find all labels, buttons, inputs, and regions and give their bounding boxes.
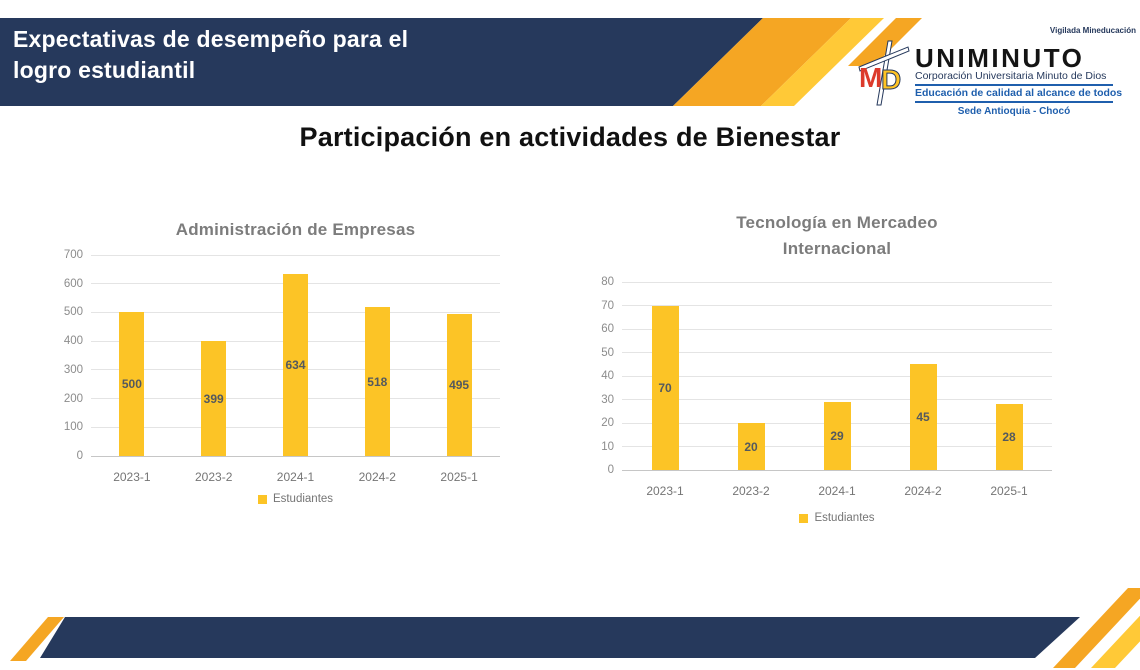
- header-banner-decoration: [0, 18, 922, 106]
- y-tick-label: 40: [601, 370, 614, 382]
- y-tick-label: 70: [601, 299, 614, 312]
- x-tick-label: 2023-1: [646, 484, 684, 498]
- bar-value-label: 500: [121, 377, 142, 392]
- footer-navy-band: [40, 617, 1080, 658]
- x-tick-label: 2024-1: [276, 470, 315, 484]
- bar-value-label: 399: [203, 391, 224, 406]
- bar: [823, 401, 851, 470]
- legend-label: Estudiantes: [272, 493, 334, 505]
- bar-value-label: 495: [449, 377, 470, 392]
- gridline: [622, 399, 1052, 400]
- logo-monogram-m: M: [859, 62, 882, 93]
- bar-value-label: 20: [744, 439, 758, 454]
- logo-monogram-d: D: [881, 64, 901, 95]
- legend-swatch: [799, 513, 809, 523]
- x-tick-label: 2025-1: [990, 484, 1028, 498]
- y-tick-label: 60: [601, 323, 614, 335]
- header-navy-band: [0, 18, 763, 106]
- y-tick-label: 100: [63, 421, 83, 434]
- y-tick-label: 0: [76, 450, 83, 462]
- y-tick-label: 30: [601, 393, 614, 406]
- bar: [119, 312, 145, 456]
- y-tick-label: 80: [601, 276, 614, 288]
- y-tick-label: 10: [601, 440, 614, 453]
- legend: Estudiantes: [91, 493, 500, 505]
- chart-tecnologia-en-mercadeo: Tecnología en Mercadeo Internacional 0 10 2…: [585, 205, 1105, 540]
- bar: [651, 305, 679, 470]
- logo-tagline: Educación de calidad al alcance de todos: [915, 87, 1123, 99]
- gridline: [622, 305, 1052, 306]
- chart-administracion-de-empresas: Administración de Empresas 0 100 200 300 400 5…: [55, 205, 535, 520]
- header-yellow-stripe: [761, 18, 884, 106]
- page-title: Participación en actividades de Bienesta…: [299, 122, 841, 152]
- legend-label: Estudiantes: [814, 512, 875, 524]
- bar-value-label: 29: [830, 428, 844, 443]
- y-tick-label: 300: [63, 363, 83, 376]
- y-tick-label: 200: [63, 392, 83, 405]
- legend: Estudiantes: [622, 512, 1052, 524]
- bar: [446, 313, 472, 456]
- bar-value-label: 28: [1002, 430, 1016, 445]
- footer-banner-decoration: [10, 588, 1140, 668]
- chart-title: Tecnología en Mercadeo Internacional: [736, 213, 938, 258]
- footer-orange-stripe-right: [1053, 588, 1140, 668]
- logo-text-block: UNIMINUTO Corporación Universitaria Minu…: [915, 43, 1123, 117]
- logo-rule-bottom: [915, 101, 1113, 103]
- bar: [737, 423, 765, 470]
- x-tick-label: 2024-2: [358, 470, 396, 484]
- gridline: [622, 469, 1052, 471]
- x-tick-label: 2023-1: [113, 470, 151, 484]
- logo-wordmark: UNIMINUTO: [915, 43, 1085, 73]
- gridline: [91, 455, 500, 457]
- bar-value-label: 634: [285, 357, 306, 372]
- legend-swatch: [257, 494, 267, 504]
- bar: [283, 273, 308, 456]
- x-tick-label: 2025-1: [440, 470, 478, 484]
- x-tick-label: 2023-2: [195, 470, 233, 484]
- chart-title: Administración de Empresas: [175, 220, 416, 239]
- x-tick-label: 2023-2: [732, 484, 770, 498]
- y-tick-label: 50: [601, 346, 614, 359]
- gridline: [622, 375, 1052, 377]
- footer-yellow-stripe-left: [10, 617, 64, 661]
- bar-value-label: 45: [916, 410, 930, 425]
- bar: [995, 404, 1023, 470]
- gridline: [622, 281, 1052, 283]
- y-tick-label: 0: [607, 464, 614, 476]
- y-tick-label: 400: [63, 335, 83, 348]
- header-orange-stripe: [673, 18, 851, 106]
- header-orange-stripe-small: [848, 18, 922, 66]
- logo-subtitle: Corporación Universitaria Minuto de Dios: [915, 70, 1107, 82]
- y-tick-label: 600: [63, 277, 83, 290]
- bar: [909, 364, 937, 470]
- gridline: [91, 254, 500, 256]
- bar: [201, 341, 227, 456]
- bar: [364, 307, 390, 456]
- gridline: [622, 352, 1052, 353]
- uniminuto-md-cross-icon: M D: [858, 40, 910, 106]
- x-tick-label: 2024-2: [904, 484, 942, 498]
- vigilada-text: Vigilada Mineducación: [1049, 26, 1136, 35]
- y-tick-label: 700: [63, 249, 83, 261]
- uniminuto-logo: M D UNIMINUTO Corporación Universitaria …: [858, 40, 1123, 117]
- gridline: [622, 328, 1052, 330]
- slide-header-title: Expectativas de desempeño para el logro …: [13, 26, 409, 83]
- bar-value-label: 518: [367, 374, 388, 389]
- logo-rule-top: [915, 84, 1113, 86]
- y-tick-label: 500: [63, 306, 83, 319]
- y-tick-label: 20: [601, 417, 614, 429]
- bar-value-label: 70: [658, 380, 672, 395]
- logo-sede: Sede Antioquia - Chocó: [957, 106, 1071, 117]
- x-tick-label: 2024-1: [818, 484, 856, 498]
